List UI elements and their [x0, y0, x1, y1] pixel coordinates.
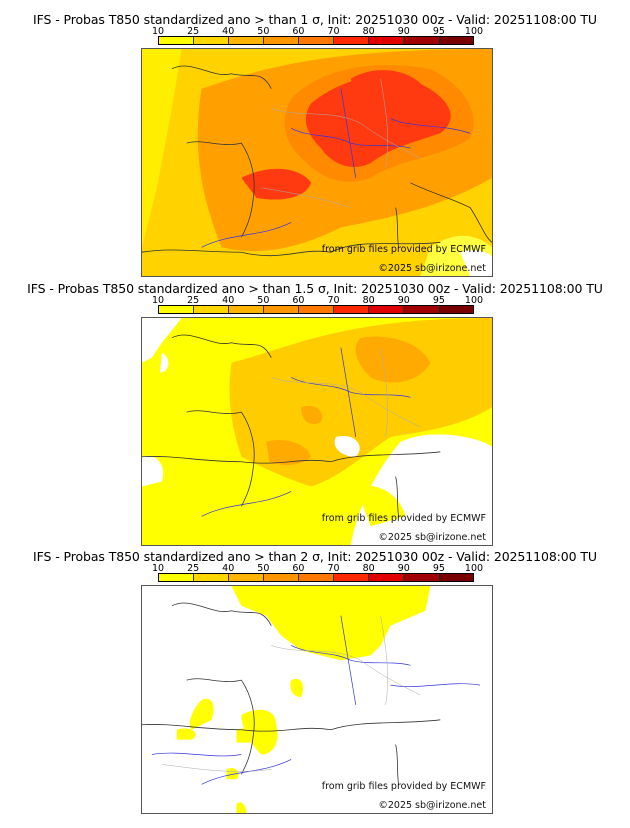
colorbar-tick: 95 — [432, 563, 445, 574]
copyright-credit: ©2025 sb@irizone.net — [378, 532, 486, 543]
colorbar-tick: 40 — [222, 295, 235, 306]
coastlines — [142, 602, 441, 785]
colorbar-segment — [159, 574, 194, 581]
colorbar-segment — [299, 574, 334, 581]
borders — [271, 347, 421, 437]
colorbar-tick-labels: 10 25 40 50 60 70 80 90 95 100 — [152, 563, 483, 574]
colorbar-tick: 60 — [292, 563, 305, 574]
panel-title: IFS - Probas T850 standardized ano > tha… — [33, 12, 597, 27]
colorbar-tick: 40 — [222, 563, 235, 574]
map-canvas — [142, 586, 492, 813]
colorbar-tick: 50 — [257, 295, 270, 306]
colorbar-tick: 90 — [397, 295, 410, 306]
colorbar-tick: 80 — [362, 563, 375, 574]
colorbar-tick: 100 — [464, 26, 484, 37]
colorbar-tick: 25 — [187, 26, 200, 37]
colorbar-segment — [229, 306, 264, 313]
coastlines — [142, 334, 441, 517]
colorbar-segment — [229, 37, 264, 44]
colorbar-tick: 90 — [397, 563, 410, 574]
colorbar-tick: 70 — [327, 295, 340, 306]
colorbar-tick: 25 — [187, 295, 200, 306]
colorbar-segment — [404, 37, 439, 44]
panel-1sigma: IFS - Probas T850 standardized ano > tha… — [0, 12, 630, 280]
probability-map: from grib files provided by ECMWF ©2025 … — [141, 48, 493, 277]
colorbar-segment — [439, 574, 473, 581]
source-credit: from grib files provided by ECMWF — [321, 513, 486, 524]
borders — [161, 615, 421, 772]
probability-map: from grib files provided by ECMWF ©2025 … — [141, 317, 493, 546]
colorbar-tick: 10 — [151, 295, 165, 306]
prob-field-high — [355, 336, 431, 383]
coastlines — [142, 65, 492, 257]
panel-title: IFS - Probas T850 standardized ano > tha… — [27, 281, 603, 296]
colorbar-segment — [369, 574, 404, 581]
colorbar-tick: 80 — [362, 295, 375, 306]
colorbar-segment — [264, 306, 299, 313]
colorbar-tick: 70 — [327, 26, 340, 37]
prob-field-core-sw — [241, 168, 312, 200]
colorbar-tick: 80 — [362, 26, 375, 37]
colorbar-segment — [404, 306, 439, 313]
colorbar-segment — [369, 37, 404, 44]
colorbar — [158, 36, 474, 45]
colorbar-tick: 10 — [151, 563, 165, 574]
prob-field-low — [142, 49, 182, 248]
colorbar-tick: 50 — [257, 563, 270, 574]
colorbar-tick: 100 — [464, 295, 484, 306]
colorbar-tick-labels: 10 25 40 50 60 70 80 90 95 100 — [152, 26, 483, 37]
panel-2sigma: IFS - Probas T850 standardized ano > tha… — [0, 549, 630, 819]
rivers — [201, 88, 471, 248]
copyright-credit: ©2025 sb@irizone.net — [378, 800, 486, 811]
colorbar-segment — [264, 574, 299, 581]
colorbar-segment — [334, 306, 369, 313]
colorbar-segment — [229, 574, 264, 581]
colorbar-segment — [194, 574, 229, 581]
colorbar-segment — [334, 37, 369, 44]
map-canvas — [142, 49, 492, 276]
copyright-credit: ©2025 sb@irizone.net — [378, 263, 486, 274]
panel-title: IFS - Probas T850 standardized ano > tha… — [33, 549, 597, 564]
colorbar-tick: 95 — [432, 26, 445, 37]
colorbar-segment — [194, 37, 229, 44]
panel-1-5sigma: IFS - Probas T850 standardized ano > tha… — [0, 281, 630, 549]
colorbar-tick-labels: 10 25 40 50 60 70 80 90 95 100 — [152, 295, 483, 306]
colorbar-segment — [159, 306, 194, 313]
colorbar-segment — [264, 37, 299, 44]
map-canvas — [142, 318, 492, 545]
probability-map: from grib files provided by ECMWF ©2025 … — [141, 585, 493, 814]
colorbar-tick: 25 — [187, 563, 200, 574]
colorbar-tick: 40 — [222, 26, 235, 37]
colorbar-tick: 90 — [397, 26, 410, 37]
colorbar-tick: 10 — [151, 26, 165, 37]
colorbar-segment — [439, 37, 473, 44]
colorbar-tick: 100 — [464, 563, 484, 574]
colorbar-tick: 50 — [257, 26, 270, 37]
colorbar-tick: 70 — [327, 563, 340, 574]
colorbar-segment — [299, 306, 334, 313]
rivers — [151, 615, 481, 785]
colorbar-tick: 95 — [432, 295, 445, 306]
colorbar-tick: 60 — [292, 26, 305, 37]
colorbar-segment — [194, 306, 229, 313]
colorbar-segment — [334, 574, 369, 581]
colorbar-segment — [404, 574, 439, 581]
colorbar-segment — [159, 37, 194, 44]
colorbar-tick: 60 — [292, 295, 305, 306]
colorbar-segment — [369, 306, 404, 313]
colorbar — [158, 305, 474, 314]
colorbar-segment — [299, 37, 334, 44]
colorbar — [158, 573, 474, 582]
source-credit: from grib files provided by ECMWF — [321, 244, 486, 255]
colorbar-segment — [439, 306, 473, 313]
borders — [261, 78, 421, 208]
prob-field-low — [231, 586, 431, 661]
source-credit: from grib files provided by ECMWF — [321, 781, 486, 792]
